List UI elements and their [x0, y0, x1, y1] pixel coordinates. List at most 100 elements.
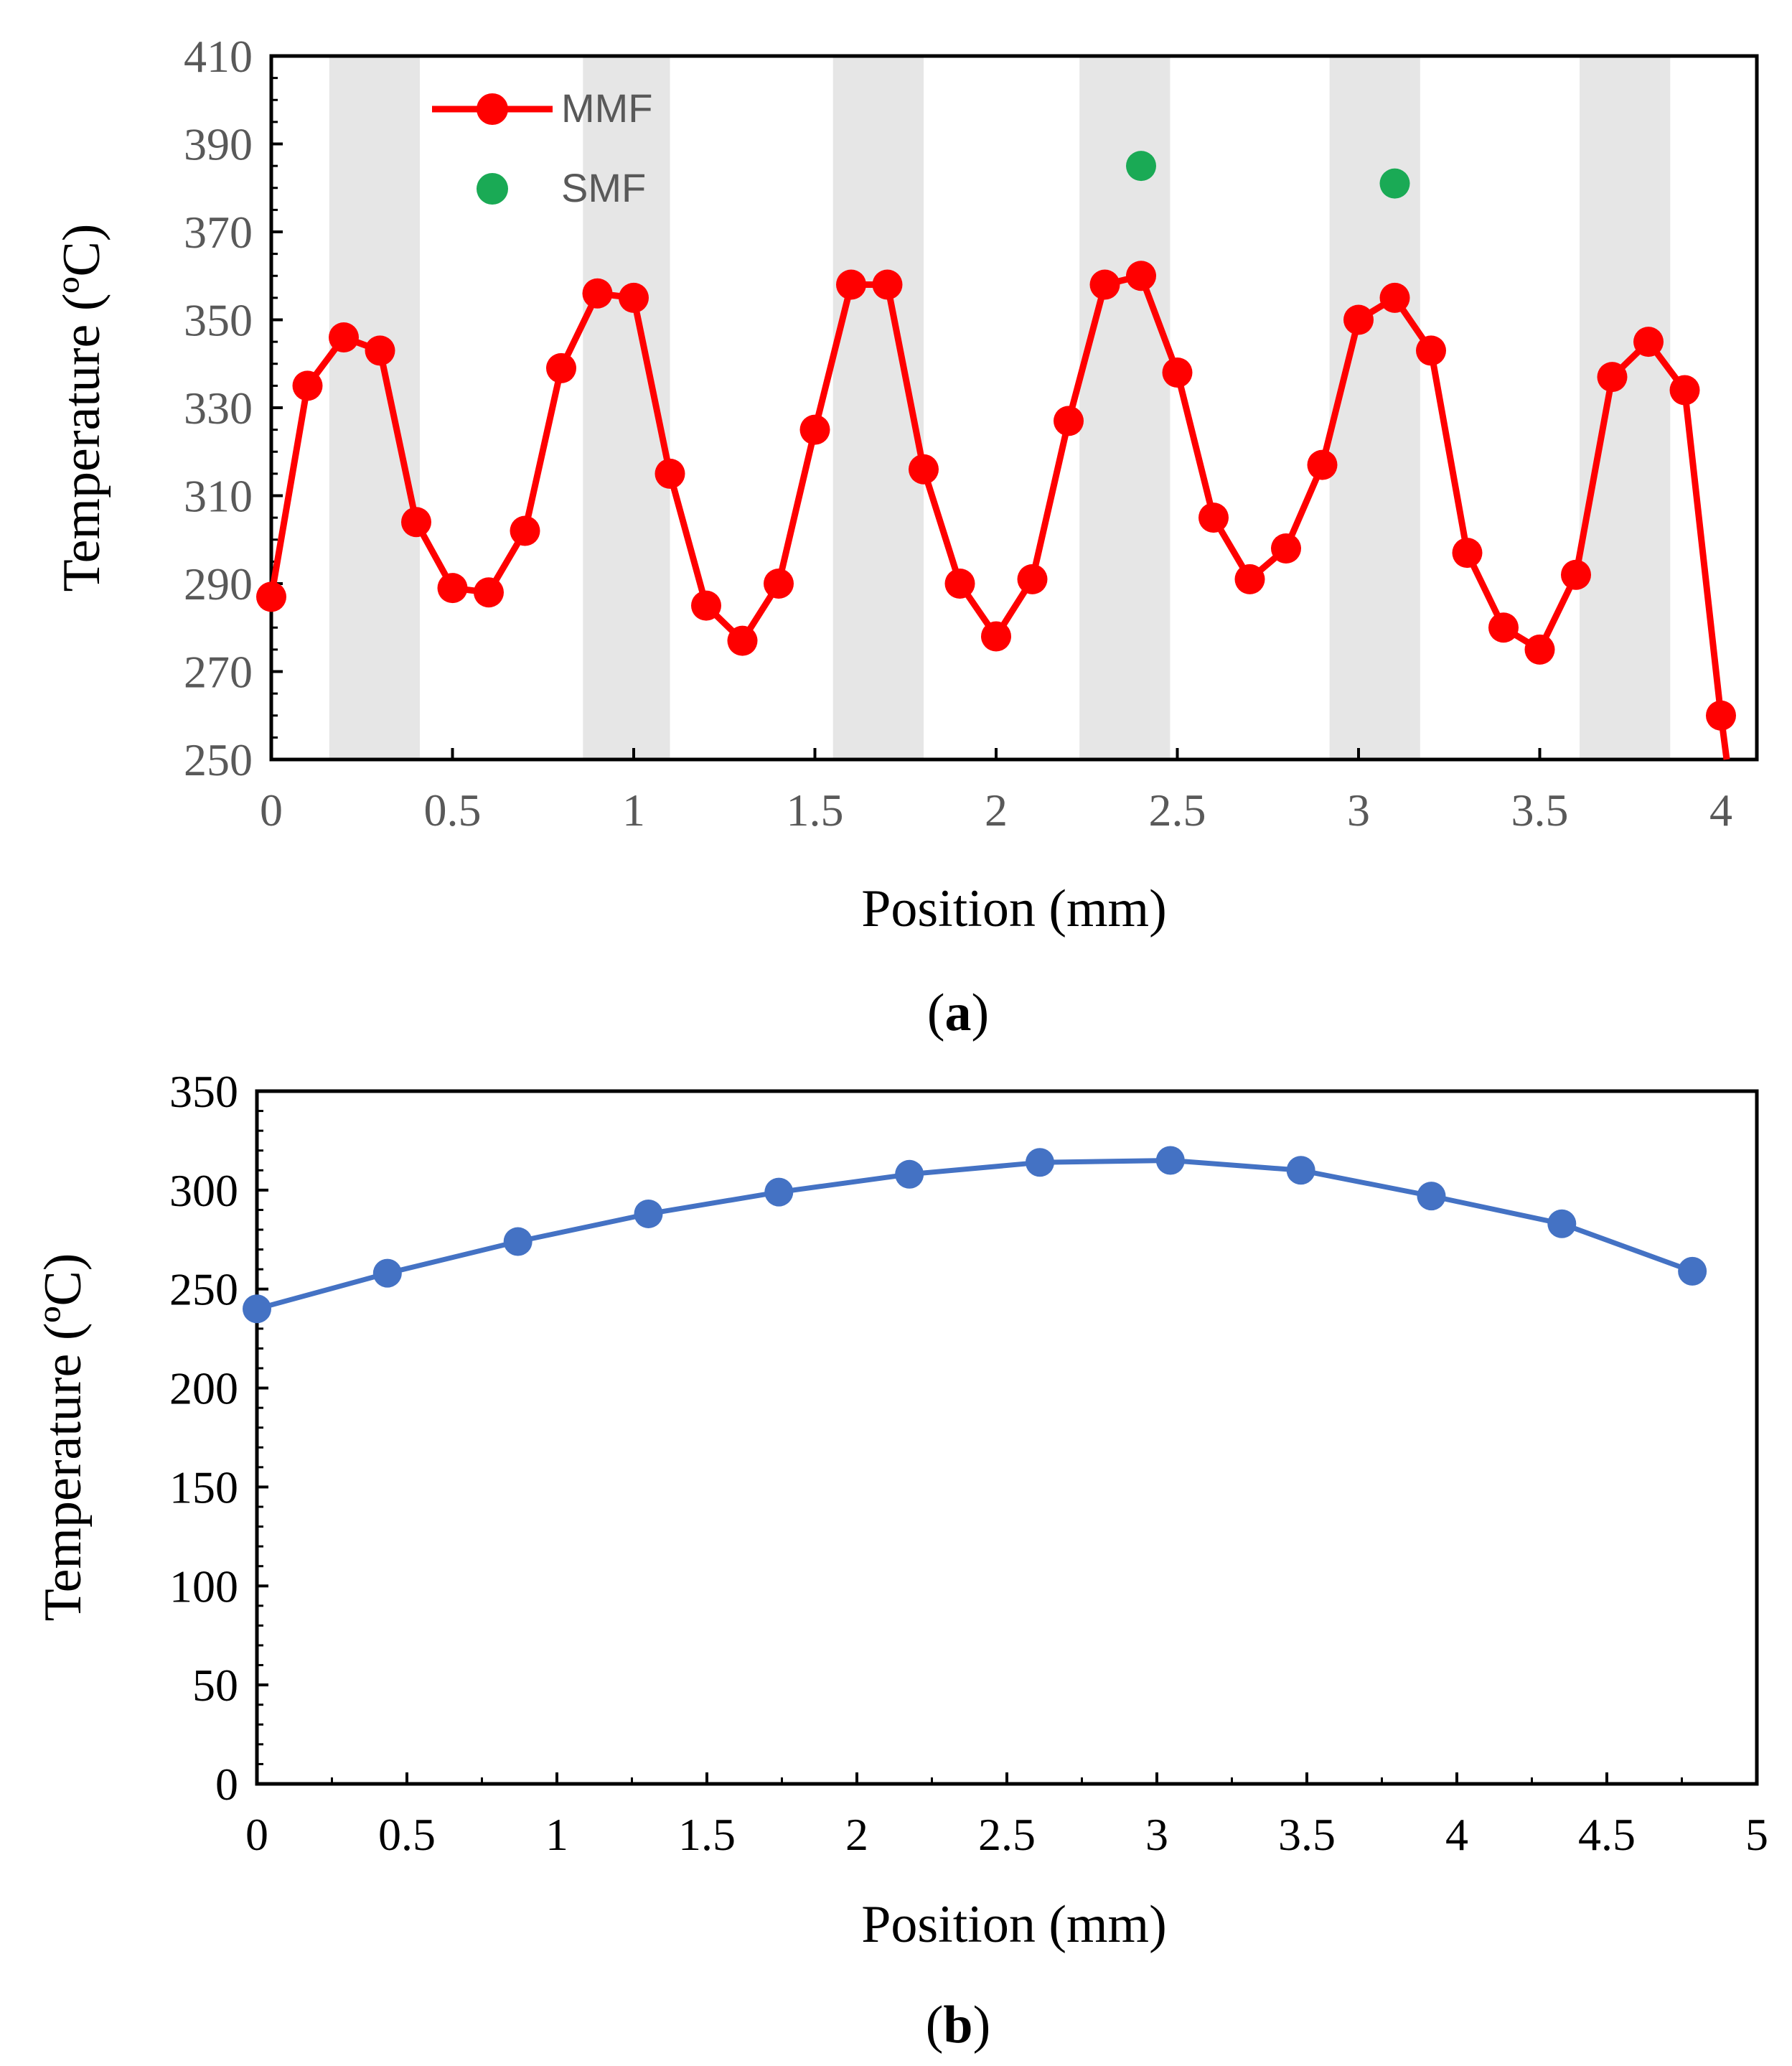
data-point	[634, 1199, 663, 1228]
data-point	[1416, 335, 1446, 366]
panel-letter: a	[945, 983, 972, 1042]
y-tick-label: 100	[169, 1561, 238, 1612]
x-tick-label: 0	[245, 1809, 268, 1860]
data-point	[1307, 449, 1338, 480]
data-point	[510, 515, 540, 546]
x-tick-label: 3	[1145, 1809, 1168, 1860]
y-axis-label: Temperature (ºC)	[34, 1253, 93, 1622]
data-point	[619, 282, 649, 313]
shaded-band	[1329, 56, 1420, 759]
x-tick-label: 2	[985, 785, 1008, 836]
panel-label-a: (a)	[927, 983, 989, 1042]
data-point	[764, 569, 794, 599]
shaded-band	[1079, 56, 1171, 759]
y-tick-label: 250	[169, 1264, 238, 1315]
data-point	[1089, 269, 1120, 300]
y-tick-label: 270	[184, 647, 253, 698]
x-tick-label: 4.5	[1578, 1809, 1636, 1860]
x-tick-label: 5	[1745, 1809, 1768, 1860]
series-line	[268, 272, 1730, 760]
x-tick-label: 3.5	[1511, 785, 1569, 836]
x-tick-label: 3.5	[1278, 1809, 1336, 1860]
chart-panel-a: 250 270 290 310 330 350 370 390 410 0 0.5 1 1.5 2 2.5…	[52, 31, 1759, 1042]
data-point	[437, 573, 468, 604]
data-point	[1198, 503, 1229, 533]
data-point	[1126, 261, 1156, 291]
y-tick-label: 410	[184, 31, 253, 82]
data-point	[1379, 282, 1410, 313]
data-point	[503, 1227, 533, 1256]
data-point	[292, 370, 323, 401]
y-tick-label: 0	[215, 1759, 238, 1810]
x-tick-label: 3	[1347, 785, 1370, 836]
data-point	[799, 414, 830, 445]
y-tick-label: 350	[184, 295, 253, 346]
chart-panel-b: 0 50 100 150 200 250 300 350 0 0.5 1 1.5 2 2.5 3 3.5 4 4…	[34, 1066, 1768, 2055]
y-tick-label: 290	[184, 558, 253, 609]
data-point	[256, 581, 286, 612]
legend-smf-label: SMF	[561, 165, 646, 210]
data-point	[1017, 564, 1048, 594]
data-point	[895, 1159, 924, 1189]
data-point	[1417, 1182, 1446, 1211]
data-point	[909, 454, 939, 485]
x-tick-label: 2.5	[978, 1809, 1036, 1860]
x-tick-label: 4	[1709, 785, 1732, 836]
shaded-band	[329, 56, 421, 759]
data-point	[1271, 533, 1301, 564]
series-line	[256, 1158, 1694, 1312]
data-point	[1126, 151, 1156, 182]
y-tick-label: 250	[184, 734, 253, 785]
data-point	[243, 1294, 271, 1324]
data-point	[981, 621, 1011, 652]
legend: MMF SMF	[432, 85, 653, 210]
y-axis-ticks: 0 50 100 150 200 250 300 350	[169, 1066, 268, 1810]
legend-smf-marker	[477, 173, 508, 205]
y-tick-label: 390	[184, 119, 253, 170]
x-axis-label: Position (mm)	[861, 1895, 1167, 1954]
data-point	[727, 625, 758, 656]
x-axis-ticks: 0 0.5 1 1.5 2 2.5 3 3.5 4	[260, 748, 1732, 836]
data-point	[1343, 304, 1374, 335]
data-point	[1155, 1146, 1185, 1175]
data-point	[836, 269, 866, 300]
data-point	[1547, 1209, 1577, 1238]
y-tick-label: 350	[169, 1066, 238, 1117]
data-point	[1452, 538, 1483, 569]
data-point	[655, 458, 685, 489]
plot-frame	[255, 1089, 1759, 1786]
data-point	[1597, 362, 1628, 393]
x-tick-label: 4	[1445, 1809, 1468, 1860]
data-series	[243, 1146, 1707, 1324]
x-tick-label: 1.5	[678, 1809, 736, 1860]
x-tick-label: 1	[622, 785, 645, 836]
data-point	[1162, 357, 1193, 388]
data-point	[1025, 1148, 1054, 1177]
y-tick-label: 50	[192, 1660, 238, 1711]
data-point	[1669, 375, 1700, 406]
data-point	[474, 577, 504, 608]
y-tick-label: 330	[184, 383, 253, 434]
data-point	[1678, 1256, 1707, 1286]
data-point	[582, 278, 613, 309]
y-tick-label: 150	[169, 1462, 238, 1513]
data-point	[1286, 1156, 1315, 1185]
x-tick-label: 1.5	[787, 785, 844, 836]
data-point	[1561, 559, 1591, 590]
y-tick-label: 300	[169, 1165, 238, 1216]
data-point	[372, 1258, 402, 1288]
data-series	[256, 151, 1736, 760]
panel-label-b: (b)	[926, 1996, 990, 2055]
y-axis-label: Temperature (ºC)	[52, 224, 111, 592]
panel-letter: b	[943, 1996, 972, 2055]
legend-mmf-label: MMF	[561, 85, 653, 131]
data-point	[1234, 564, 1265, 594]
x-tick-label: 0.5	[424, 785, 482, 836]
x-tick-label: 2.5	[1149, 785, 1206, 836]
data-point	[691, 590, 721, 621]
y-tick-label: 370	[184, 207, 253, 258]
y-tick-label: 310	[184, 471, 253, 522]
shaded-bands	[329, 56, 1671, 759]
data-point	[365, 335, 395, 366]
